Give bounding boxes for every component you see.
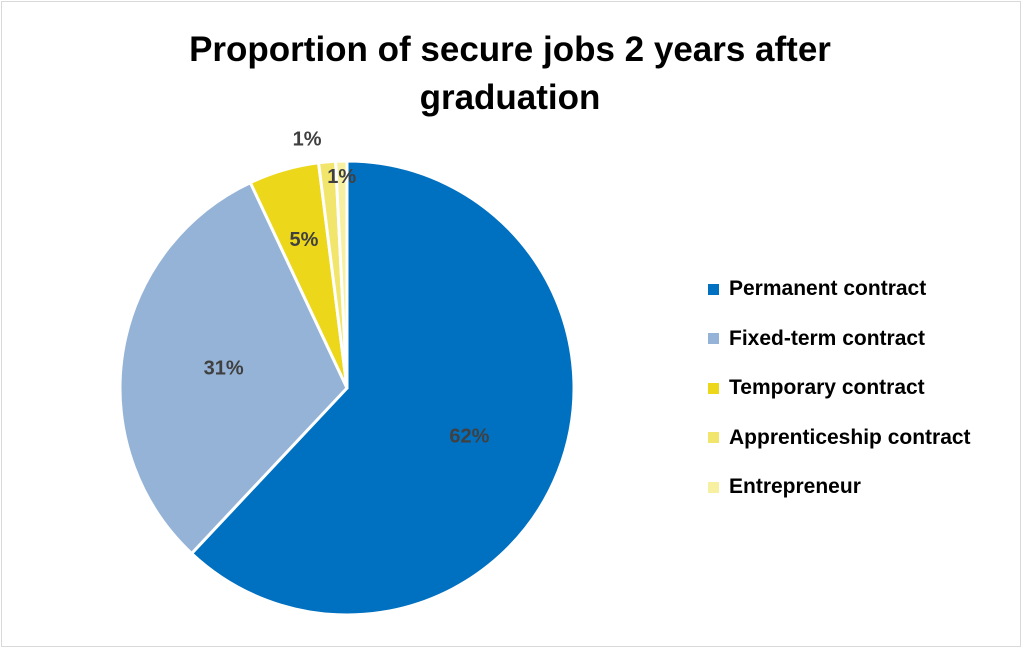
legend-swatch-temporary-contract: [708, 382, 719, 394]
legend-swatch-apprenticeship-contract: [708, 432, 719, 443]
legend-label-entrepreneur: Entrepreneur: [729, 475, 861, 498]
legend-swatch-fixed-term-contract: [708, 333, 719, 344]
data-label-entrepreneur: 1%: [327, 166, 356, 188]
legend-item-temporary-contract: Temporary contract: [708, 372, 971, 404]
legend-item-fixed-term-contract: Fixed-term contract: [708, 323, 971, 355]
legend-item-apprenticeship-contract: Apprenticeship contract: [708, 422, 971, 454]
pie-data-labels: 62% 31% 5% 1%1%: [204, 128, 490, 447]
pie-slice-entrepreneur: [334, 159, 349, 390]
pie-slices: [118, 159, 576, 617]
legend-item-entrepreneur: Entrepreneur: [708, 471, 971, 503]
data-label-apprenticeship-contract: 1%: [293, 128, 322, 150]
chart-title: Proportion of secure jobs 2 years after …: [189, 30, 831, 117]
data-label-fixed-term-contract: 31%: [204, 357, 244, 379]
legend-label-apprenticeship-contract: Apprenticeship contract: [729, 425, 971, 449]
legend-swatch-permanent-contract: [708, 283, 719, 295]
data-label-temporary-contract: 5%: [289, 229, 318, 251]
chart-legend: Permanent contract Fixed-term contract Tem…: [708, 273, 971, 521]
pie-slice-permanent-contract: [190, 159, 576, 617]
legend-item-permanent-contract: Permanent contract: [708, 273, 971, 305]
legend-label-temporary-contract: Temporary contract: [729, 376, 925, 399]
data-label-permanent-contract: 62%: [449, 425, 489, 447]
legend-swatch-entrepreneur: [708, 481, 719, 493]
legend-label-permanent-contract: Permanent contract: [729, 277, 927, 300]
pie-slice-fixed-term-contract: [118, 181, 349, 555]
legend-label-fixed-term-contract: Fixed-term contract: [729, 326, 926, 350]
